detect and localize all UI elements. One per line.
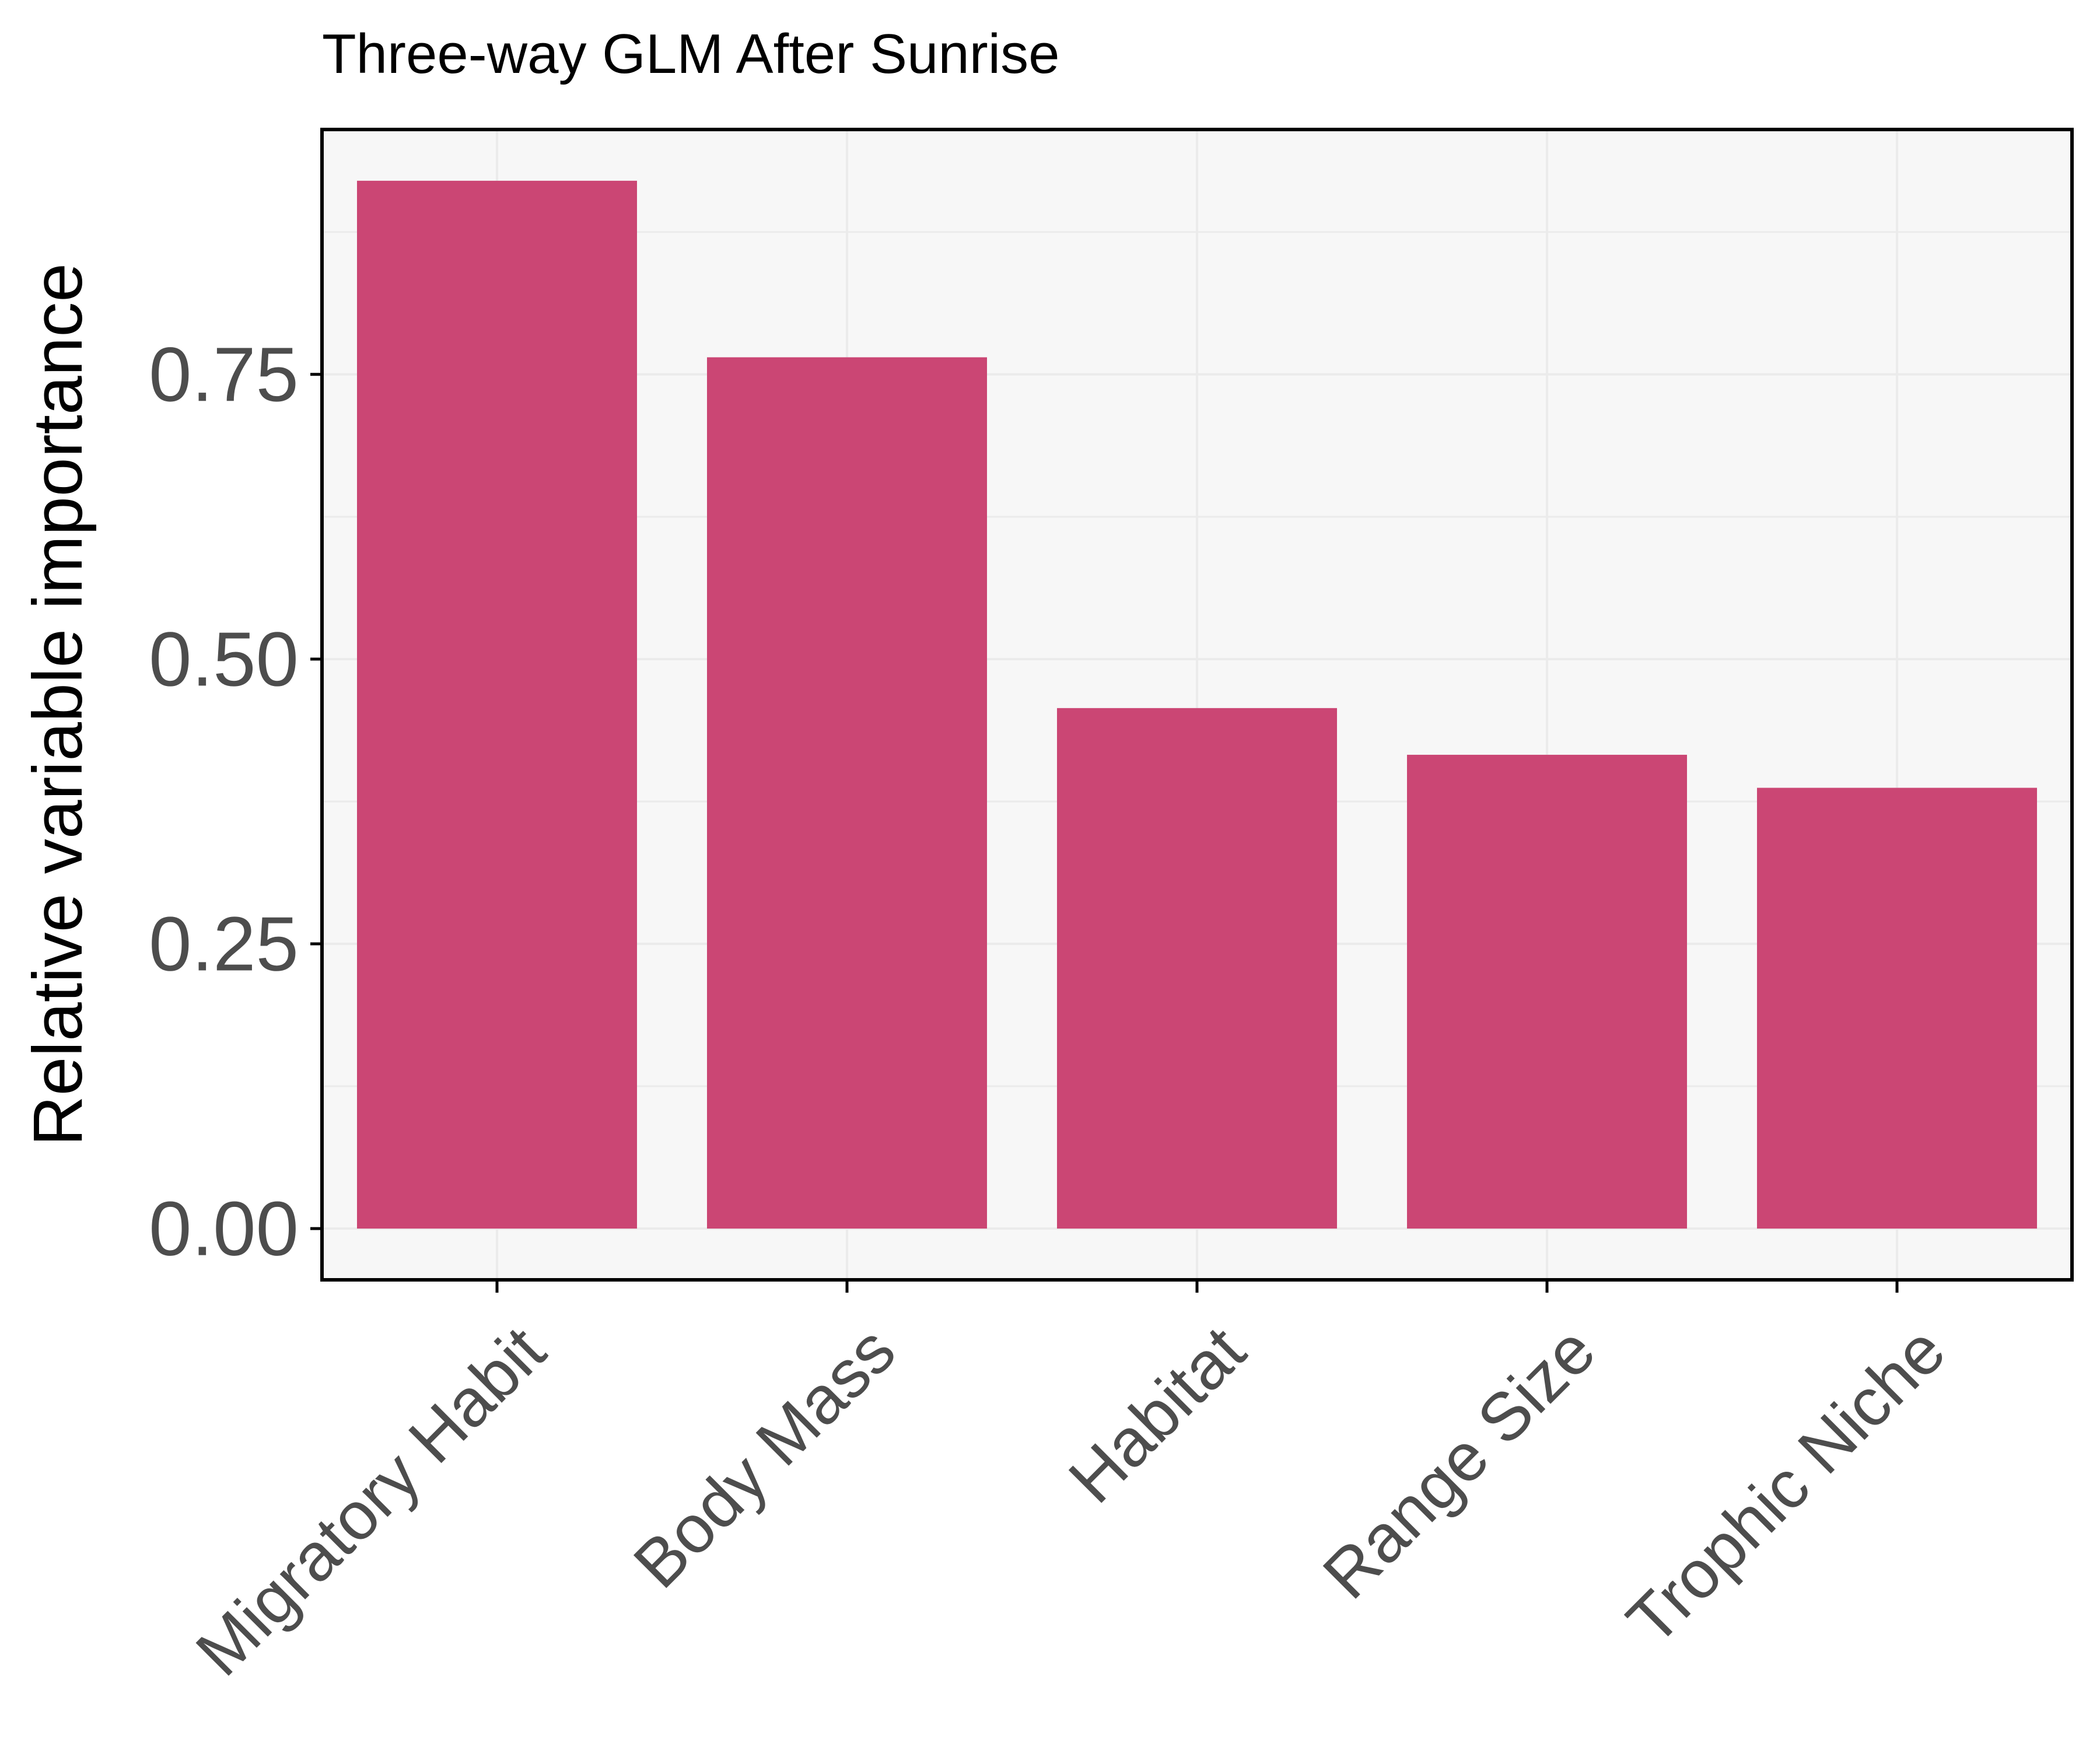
- chart-title: Three-way GLM After Sunrise: [322, 23, 1059, 85]
- x-tick-label: Body Mass: [619, 1312, 909, 1602]
- y-axis-label: Relative variable importance: [19, 263, 97, 1146]
- y-tick-label: 0.50: [149, 616, 299, 702]
- bar: [1057, 708, 1337, 1229]
- bar: [357, 180, 637, 1229]
- bar: [1757, 788, 2037, 1229]
- y-tick-label: 0.00: [149, 1186, 299, 1272]
- x-tick-label: Migratory Habit: [181, 1312, 559, 1690]
- x-axis: Migratory Habit Body Mass Habitat Range Siz…: [181, 1280, 1959, 1690]
- x-tick-label: Range Size: [1308, 1312, 1609, 1613]
- y-axis: 0.00 0.25 0.50 0.75: [149, 331, 322, 1272]
- bar: [707, 357, 987, 1229]
- x-tick-label: Trophic Niche: [1612, 1312, 1959, 1659]
- y-tick-label: 0.75: [149, 331, 299, 417]
- bar: [1407, 754, 1687, 1229]
- x-tick-label: Habitat: [1054, 1312, 1259, 1517]
- bars: [357, 180, 2037, 1229]
- y-tick-label: 0.25: [149, 901, 299, 987]
